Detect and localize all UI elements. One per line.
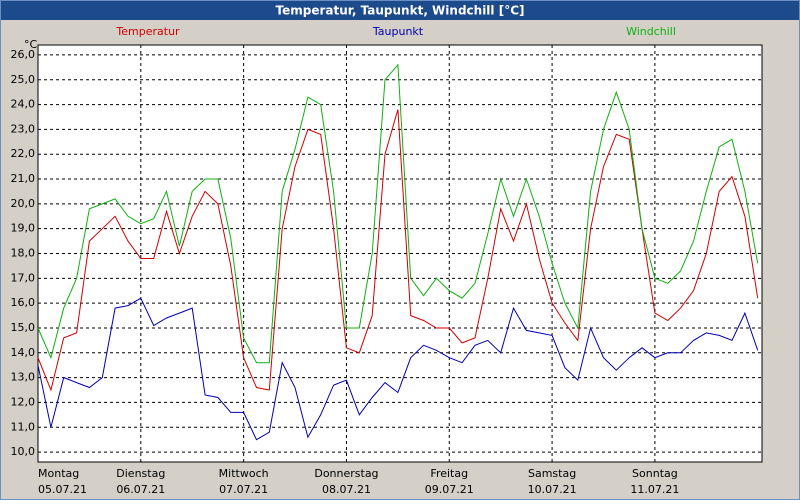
y-tick-label: 23,0	[11, 122, 36, 135]
y-tick-label: 15,0	[11, 321, 36, 334]
y-tick-label: 14,0	[11, 346, 36, 359]
y-tick-label: 13,0	[11, 371, 36, 384]
x-tick-date: 11.07.21	[630, 483, 679, 496]
x-tick-label: Donnerstag	[314, 467, 378, 480]
x-tick-date: 07.07.21	[219, 483, 268, 496]
y-tick-label: 12,0	[11, 395, 36, 408]
series-line	[37, 297, 759, 441]
x-tick-label: Dienstag	[116, 467, 165, 480]
y-tick-label: 24,0	[11, 98, 36, 111]
x-tick-label: Samstag	[528, 467, 576, 480]
legend-entry: Windchill	[626, 25, 676, 38]
y-unit: °C	[24, 38, 38, 51]
x-tick-label: Sonntag	[632, 467, 678, 480]
series-line	[37, 63, 759, 364]
y-tick-label: 25,0	[11, 73, 36, 86]
x-tick-date: 10.07.21	[528, 483, 577, 496]
x-tick-date: 09.07.21	[425, 483, 474, 496]
x-tick-date: 06.07.21	[116, 483, 165, 496]
x-tick-date: 05.07.21	[38, 483, 87, 496]
x-tick-label: Montag	[38, 467, 79, 480]
y-tick-label: 19,0	[11, 222, 36, 235]
y-tick-label: 20,0	[11, 197, 36, 210]
x-tick-label: Mittwoch	[219, 467, 269, 480]
y-tick-label: 10,0	[11, 445, 36, 458]
y-tick-label: 16,0	[11, 296, 36, 309]
y-tick-label: 11,0	[11, 420, 36, 433]
x-tick-date: 08.07.21	[322, 483, 371, 496]
chart-title: Temperatur, Taupunkt, Windchill [°C]	[276, 4, 525, 18]
y-tick-label: 17,0	[11, 271, 36, 284]
y-tick-label: 21,0	[11, 172, 36, 185]
y-tick-label: 22,0	[11, 147, 36, 160]
y-tick-label: 26,0	[11, 48, 36, 61]
x-tick-label: Freitag	[430, 467, 468, 480]
legend-entry: Taupunkt	[372, 25, 424, 38]
y-tick-label: 18,0	[11, 247, 36, 260]
legend-entry: Temperatur	[115, 25, 180, 38]
title-bar	[1, 1, 799, 20]
